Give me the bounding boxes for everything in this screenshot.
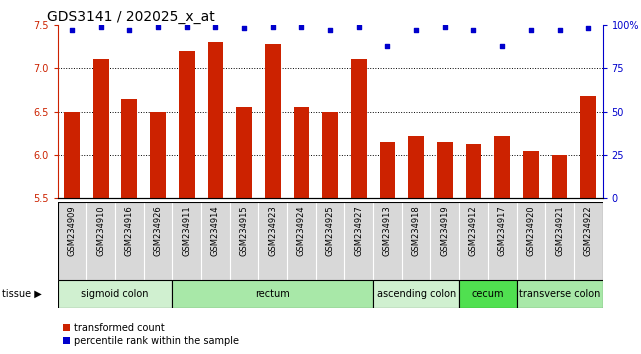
Text: GSM234918: GSM234918	[412, 205, 420, 256]
Text: GSM234924: GSM234924	[297, 205, 306, 256]
Point	[526, 27, 536, 33]
Text: cecum: cecum	[472, 289, 504, 299]
Point	[583, 25, 594, 31]
Point	[469, 27, 479, 33]
Point	[181, 24, 192, 29]
Text: GSM234921: GSM234921	[555, 205, 564, 256]
Bar	[465, 144, 481, 198]
Bar	[294, 107, 310, 198]
Point	[382, 43, 392, 48]
Point	[354, 24, 364, 29]
Text: GSM234926: GSM234926	[154, 205, 163, 256]
Text: GSM234909: GSM234909	[67, 205, 76, 256]
Text: sigmoid colon: sigmoid colon	[81, 289, 149, 299]
Text: GSM234919: GSM234919	[440, 205, 449, 256]
Point	[153, 24, 163, 29]
Text: GSM234910: GSM234910	[96, 205, 105, 256]
Point	[239, 25, 249, 31]
Bar	[236, 107, 252, 198]
Point	[411, 27, 421, 33]
Bar	[437, 142, 453, 198]
Bar	[552, 155, 567, 198]
Bar	[351, 59, 367, 198]
Bar	[179, 51, 195, 198]
Point	[325, 27, 335, 33]
Text: rectum: rectum	[255, 289, 290, 299]
Text: GSM234920: GSM234920	[526, 205, 535, 256]
Text: GSM234922: GSM234922	[584, 205, 593, 256]
Legend: transformed count, percentile rank within the sample: transformed count, percentile rank withi…	[63, 323, 239, 346]
Text: GSM234912: GSM234912	[469, 205, 478, 256]
Bar	[93, 59, 108, 198]
Bar	[373, 280, 459, 308]
Point	[497, 43, 507, 48]
Bar	[459, 280, 517, 308]
Text: tissue ▶: tissue ▶	[2, 289, 42, 299]
Bar	[122, 98, 137, 198]
Bar	[265, 44, 281, 198]
Text: GSM234927: GSM234927	[354, 205, 363, 256]
Point	[554, 27, 565, 33]
Bar	[408, 136, 424, 198]
Text: GSM234925: GSM234925	[326, 205, 335, 256]
Bar	[150, 112, 166, 198]
Bar	[494, 136, 510, 198]
Text: GSM234915: GSM234915	[240, 205, 249, 256]
Point	[124, 27, 135, 33]
Bar	[322, 112, 338, 198]
Text: transverse colon: transverse colon	[519, 289, 600, 299]
Bar	[172, 280, 373, 308]
Text: GSM234913: GSM234913	[383, 205, 392, 256]
Point	[296, 24, 306, 29]
Bar	[523, 150, 538, 198]
Text: GSM234916: GSM234916	[125, 205, 134, 256]
Bar	[517, 280, 603, 308]
Text: ascending colon: ascending colon	[376, 289, 456, 299]
Bar	[580, 96, 596, 198]
Bar	[379, 142, 395, 198]
Text: GDS3141 / 202025_x_at: GDS3141 / 202025_x_at	[47, 10, 215, 24]
Text: GSM234911: GSM234911	[182, 205, 191, 256]
Text: GSM234923: GSM234923	[269, 205, 278, 256]
Point	[96, 24, 106, 29]
Bar	[58, 280, 172, 308]
Bar	[64, 112, 80, 198]
Point	[268, 24, 278, 29]
Text: GSM234914: GSM234914	[211, 205, 220, 256]
Point	[440, 24, 450, 29]
Bar	[208, 42, 223, 198]
Point	[67, 27, 77, 33]
Point	[210, 24, 221, 29]
Text: GSM234917: GSM234917	[497, 205, 506, 256]
